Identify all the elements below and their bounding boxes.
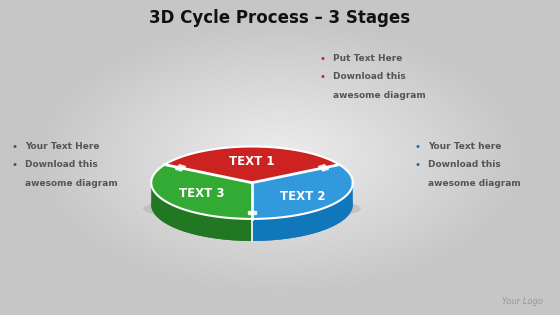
Polygon shape — [248, 210, 256, 214]
Text: Your Logo: Your Logo — [502, 296, 543, 306]
Ellipse shape — [143, 196, 361, 221]
Text: Download this: Download this — [333, 72, 406, 81]
Text: Download this: Download this — [25, 160, 98, 169]
Text: awesome diagram: awesome diagram — [333, 91, 426, 100]
Text: TEXT 2: TEXT 2 — [280, 190, 325, 203]
Text: awesome diagram: awesome diagram — [428, 179, 521, 188]
Polygon shape — [151, 164, 252, 219]
Text: awesome diagram: awesome diagram — [25, 179, 118, 188]
Text: Your Text here: Your Text here — [428, 142, 502, 151]
Text: TEXT 1: TEXT 1 — [229, 155, 275, 168]
Text: TEXT 3: TEXT 3 — [179, 187, 224, 200]
Polygon shape — [151, 183, 252, 241]
Polygon shape — [252, 186, 353, 241]
Text: •: • — [319, 54, 325, 64]
Text: Put Text Here: Put Text Here — [333, 54, 403, 63]
Text: •: • — [319, 72, 325, 82]
Polygon shape — [252, 164, 353, 219]
Text: •: • — [11, 160, 17, 170]
Polygon shape — [175, 165, 185, 171]
Text: •: • — [414, 142, 421, 152]
Polygon shape — [252, 183, 353, 241]
Text: •: • — [11, 142, 17, 152]
Text: 3D Cycle Process – 3 Stages: 3D Cycle Process – 3 Stages — [150, 9, 410, 27]
Polygon shape — [165, 146, 339, 183]
Text: Download this: Download this — [428, 160, 501, 169]
Text: Your Text Here: Your Text Here — [25, 142, 100, 151]
Polygon shape — [151, 186, 252, 241]
Polygon shape — [165, 169, 339, 205]
Polygon shape — [319, 165, 329, 171]
Text: •: • — [414, 160, 421, 170]
